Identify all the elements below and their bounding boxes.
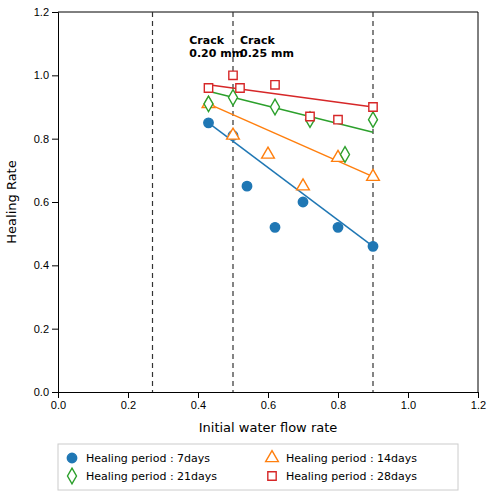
- point: [271, 81, 279, 89]
- point: [204, 118, 213, 127]
- legend-symbol: [67, 453, 76, 462]
- chart: 0.0 0.2 0.4 0.6 0.8 1.0 1.2 0.0 0.2 0.4 0.6 0.8 1.0 1…: [0, 0, 498, 492]
- tick: 0.4: [34, 259, 58, 271]
- point: [262, 147, 275, 158]
- point: [204, 96, 213, 112]
- legend-frame: [58, 444, 458, 490]
- point: [306, 112, 314, 120]
- point: [242, 181, 251, 190]
- trend-line: [209, 123, 374, 246]
- point: [271, 99, 280, 115]
- tick: 0.8: [331, 392, 346, 411]
- tick: 0.0: [51, 392, 66, 411]
- tick-label: 0.4: [34, 259, 49, 271]
- axis-line: [52, 13, 59, 393]
- tick: 0.2: [121, 392, 136, 411]
- reference-line: [372, 12, 373, 392]
- tick-label: 1.0: [401, 399, 416, 411]
- tick-mark: [52, 139, 58, 140]
- tick-mark: [198, 392, 199, 398]
- tick-label: 0.2: [34, 323, 49, 335]
- point: [369, 112, 378, 128]
- tick-mark: [52, 392, 58, 393]
- point: [270, 223, 279, 232]
- legend-symbol: [268, 472, 276, 480]
- x-axis-title: Initial water flow rate: [199, 420, 338, 435]
- tick: 1.2: [471, 392, 486, 411]
- tick-mark: [52, 329, 58, 330]
- point: [236, 84, 244, 92]
- tick-mark: [52, 202, 58, 203]
- tick-mark: [52, 75, 58, 76]
- legend-item: Healing period : 7days: [67, 452, 210, 465]
- point: [341, 147, 350, 163]
- legend-label: Healing period : 28days: [286, 470, 417, 483]
- tick: 1.0: [34, 69, 58, 81]
- tick-label: 0.0: [34, 386, 49, 398]
- annotation: Crack0.20 mm: [189, 34, 243, 60]
- tick-label: 1.2: [34, 6, 49, 18]
- frame: [478, 12, 479, 392]
- legend-item: Healing period : 28days: [268, 470, 417, 483]
- axis-line: [59, 393, 479, 399]
- tick: 0.2: [34, 323, 58, 335]
- tick-label: 0.2: [121, 399, 136, 411]
- marks: [153, 12, 380, 392]
- tick-label: 0.0: [51, 399, 66, 411]
- legend-label: Healing period : 7days: [86, 452, 210, 465]
- legend-symbol: [68, 468, 77, 484]
- tick: 0.6: [34, 196, 58, 208]
- legend: Healing period : 7days Healing period : 1…: [58, 444, 458, 490]
- reference-line: [232, 12, 233, 392]
- point: [306, 112, 315, 128]
- tick-label: 0.8: [34, 133, 49, 145]
- x-axis: 0.0 0.2 0.4 0.6 0.8 1.0 1.2: [51, 392, 486, 411]
- tick: 0.4: [191, 392, 206, 411]
- tick-mark: [52, 265, 58, 266]
- point: [229, 71, 237, 79]
- frame: [58, 12, 478, 13]
- tick-mark: [478, 392, 479, 398]
- y-axis-title: Healing Rate: [4, 160, 19, 243]
- trend-line: [209, 104, 374, 177]
- tick: 0.6: [261, 392, 276, 411]
- tick-label: 0.8: [331, 399, 346, 411]
- tick: 1.0: [401, 392, 416, 411]
- tick-mark: [408, 392, 409, 398]
- legend-symbol: [266, 451, 279, 462]
- point: [227, 128, 240, 139]
- trend-line: [209, 85, 374, 107]
- tick-mark: [338, 392, 339, 398]
- point: [368, 242, 377, 251]
- tick-mark: [128, 392, 129, 398]
- point: [204, 84, 212, 92]
- tick-label: 0.4: [191, 399, 206, 411]
- point: [333, 223, 342, 232]
- annotation: Crack0.25 mm: [240, 34, 294, 60]
- legend-label: Healing period : 21days: [86, 470, 217, 483]
- tick-mark: [268, 392, 269, 398]
- y-axis: 0.0 0.2 0.4 0.6 0.8 1.0 1.2: [34, 6, 59, 398]
- point: [369, 103, 377, 111]
- reference-line: [152, 12, 153, 392]
- tick-label: 0.6: [34, 196, 49, 208]
- legend-label: Healing period : 14days: [286, 452, 417, 465]
- tick: 1.2: [34, 6, 58, 18]
- tick: 0.8: [34, 133, 58, 145]
- legend-item: Healing period : 21days: [68, 468, 218, 484]
- tick-mark: [52, 12, 58, 13]
- point: [298, 197, 307, 206]
- tick-label: 1.0: [34, 69, 49, 81]
- point: [334, 115, 342, 123]
- point: [367, 169, 380, 180]
- tick-label: 0.6: [261, 399, 276, 411]
- tick: 0.0: [34, 386, 58, 398]
- point: [297, 179, 310, 190]
- legend-item: Healing period : 14days: [266, 451, 418, 465]
- plot: 0.0 0.2 0.4 0.6 0.8 1.0 1.2 0.0 0.2 0.4 0.6 0.8 1.0 1…: [34, 6, 486, 411]
- tick-label: 1.2: [471, 399, 486, 411]
